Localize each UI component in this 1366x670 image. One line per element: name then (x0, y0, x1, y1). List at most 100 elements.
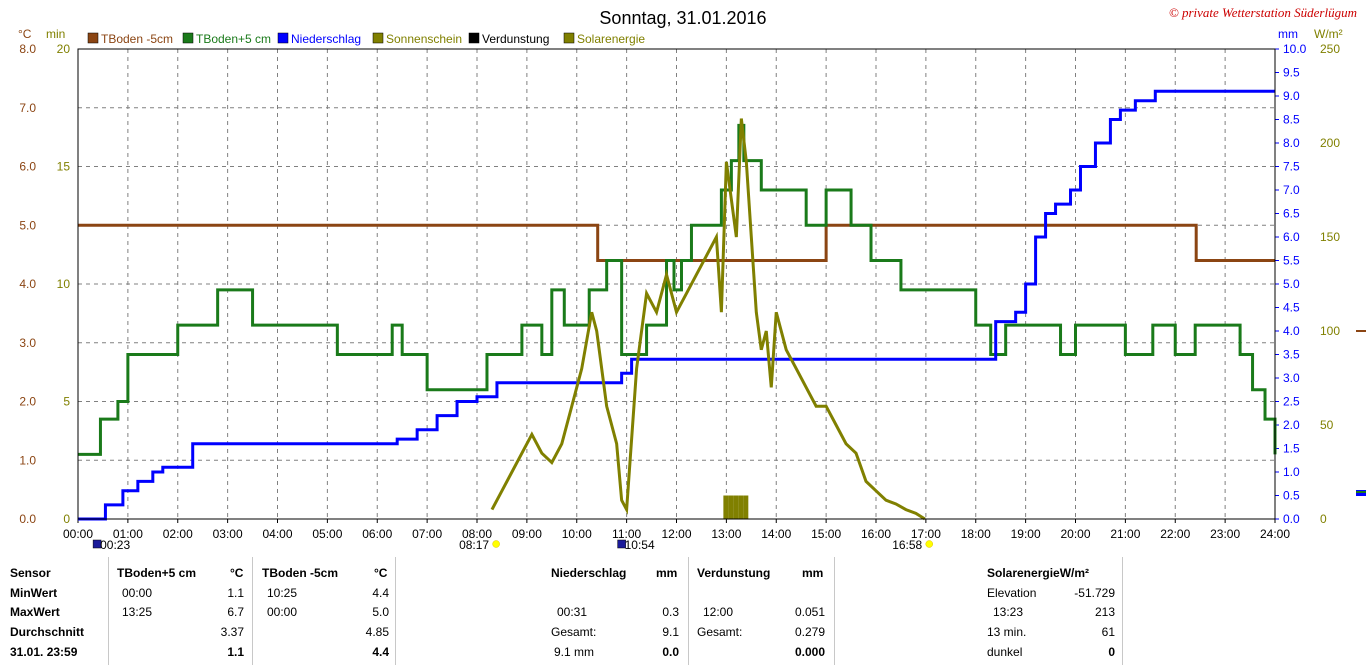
rain-total-label: Gesamt: (551, 625, 597, 639)
precip-tick-label: 0.0 (1283, 512, 1300, 526)
row-label-current: 31.01. 23:59 (10, 645, 78, 659)
unit-precip-label: mm (1278, 27, 1298, 41)
legend-label: Niederschlag (291, 32, 361, 46)
table-divider (108, 557, 109, 665)
minutes-tick-label: 15 (57, 160, 71, 174)
table-divider (834, 557, 835, 665)
legend-label: Verdunstung (482, 32, 549, 46)
time-marker-label: 00:23 (100, 538, 130, 552)
legend-label: Sonnenschein (386, 32, 462, 46)
legend-label: TBoden+5 cm (196, 32, 271, 46)
evap-max-time: 12:00 (703, 605, 734, 619)
unit-minutes-label: min (46, 27, 65, 41)
table-header-rain: Niederschlag (551, 566, 627, 580)
precip-tick-label: 4.5 (1283, 301, 1300, 315)
x-tick-label: 02:00 (163, 527, 193, 541)
x-tick-label: 10:00 (562, 527, 592, 541)
temp-tick-label: 3.0 (19, 336, 36, 350)
row-label-max: MaxWert (10, 605, 60, 619)
minutes-tick-label: 10 (57, 277, 71, 291)
x-tick-label: 14:00 (761, 527, 791, 541)
table-header-sensor: Sensor (10, 566, 51, 580)
precip-tick-label: 8.5 (1283, 113, 1300, 127)
x-tick-label: 01:00 (113, 527, 143, 541)
series-line (78, 89, 1275, 521)
x-tick-label: 20:00 (1060, 527, 1090, 541)
t5-min-value: 1.1 (227, 586, 244, 600)
precip-tick-label: 3.5 (1283, 348, 1300, 362)
solar-tick-label: 100 (1320, 324, 1340, 338)
legend-swatch (87, 32, 99, 44)
weather-chart: Sonntag, 31.01.2016 © private Wetterstat… (0, 0, 1366, 553)
precip-tick-label: 8.0 (1283, 136, 1300, 150)
table-header-tm5-unit: °C (374, 566, 388, 580)
sunrise-icon (492, 540, 500, 548)
temp-tick-label: 1.0 (19, 453, 36, 467)
sunshine-bar (733, 495, 739, 519)
rain-max-time: 00:31 (557, 605, 588, 619)
x-tick-label: 17:00 (911, 527, 941, 541)
tm5-average-value: 4.85 (365, 625, 389, 639)
x-tick-label: 03:00 (213, 527, 243, 541)
evap-total-value: 0.279 (794, 625, 825, 639)
precip-tick-label: 1.5 (1283, 442, 1300, 456)
table-header-rain-unit: mm (656, 566, 678, 580)
tm5-min-value: 4.4 (372, 586, 389, 600)
solar-tick-label: 0 (1320, 512, 1327, 526)
precip-tick-label: 6.0 (1283, 230, 1300, 244)
tm5-max-value: 5.0 (372, 605, 389, 619)
legend-label: Solarenergie (577, 32, 645, 46)
legend-swatch (277, 32, 289, 44)
solar-tick-label: 50 (1320, 418, 1334, 432)
x-tick-label: 00:00 (63, 527, 93, 541)
precip-tick-label: 6.5 (1283, 207, 1300, 221)
sunshine-bar (728, 495, 734, 519)
series-layer (78, 89, 1277, 521)
temp-tick-label: 4.0 (19, 277, 36, 291)
evap-total-label: Gesamt: (697, 625, 743, 639)
precip-tick-label: 4.0 (1283, 324, 1300, 338)
chart-background (0, 0, 1366, 553)
plot-frame (77, 48, 1276, 520)
precip-tick-label: 2.0 (1283, 418, 1300, 432)
temp-tick-label: 8.0 (19, 42, 36, 56)
rain-total-value: 9.1 (662, 625, 679, 639)
x-tick-label: 13:00 (711, 527, 741, 541)
time-marker-label: 08:17 (459, 538, 489, 552)
copyright-label: © private Wetterstation Süderlügum (1169, 5, 1357, 20)
x-tick-label: 22:00 (1160, 527, 1190, 541)
tm5-min-time: 10:25 (267, 586, 298, 600)
legend-swatch (468, 32, 480, 44)
temp-tick-label: 5.0 (19, 218, 36, 232)
soil-current-marker (1356, 491, 1366, 493)
solar-duration-value: 61 (1101, 625, 1115, 639)
x-tick-label: 19:00 (1011, 527, 1041, 541)
sunset-icon (925, 540, 933, 548)
table-divider (252, 557, 253, 665)
solar-max-value: 213 (1094, 605, 1115, 619)
table-header-evap-unit: mm (802, 566, 824, 580)
precip-tick-label: 1.0 (1283, 465, 1300, 479)
table-divider (1122, 557, 1123, 665)
tm5-current-value: 4.4 (372, 645, 389, 659)
legend-swatch (182, 32, 194, 44)
solar-duration-label: 13 min. (987, 625, 1027, 639)
legend: TBoden -5cm TBoden+5 cm Niederschlag Sonnen… (87, 32, 645, 46)
solar-max-time: 13:23 (993, 605, 1024, 619)
table-header-tm5: TBoden -5cm (262, 566, 339, 580)
legend-label: TBoden -5cm (101, 32, 173, 46)
precip-tick-label: 2.5 (1283, 395, 1300, 409)
x-tick-label: 05:00 (312, 527, 342, 541)
row-label-average: Durchschnitt (10, 625, 85, 639)
precip-tick-label: 0.5 (1283, 489, 1300, 503)
solar-current-label: dunkel (987, 645, 1023, 659)
temp-tick-label: 6.0 (19, 160, 36, 174)
sunshine-bar (743, 495, 749, 519)
chart-axes: 00:00 01:00 02:00 03:00 04:00 05:00 06:00 07:00… (19, 42, 1366, 541)
x-tick-label: 15:00 (811, 527, 841, 541)
x-tick-label: 04:00 (262, 527, 292, 541)
sunshine-bar (723, 495, 729, 519)
table-header-evap: Verdunstung (697, 566, 771, 580)
precip-tick-label: 5.5 (1283, 254, 1300, 268)
table-header-solar: SolarenergieW/m² (987, 566, 1090, 580)
